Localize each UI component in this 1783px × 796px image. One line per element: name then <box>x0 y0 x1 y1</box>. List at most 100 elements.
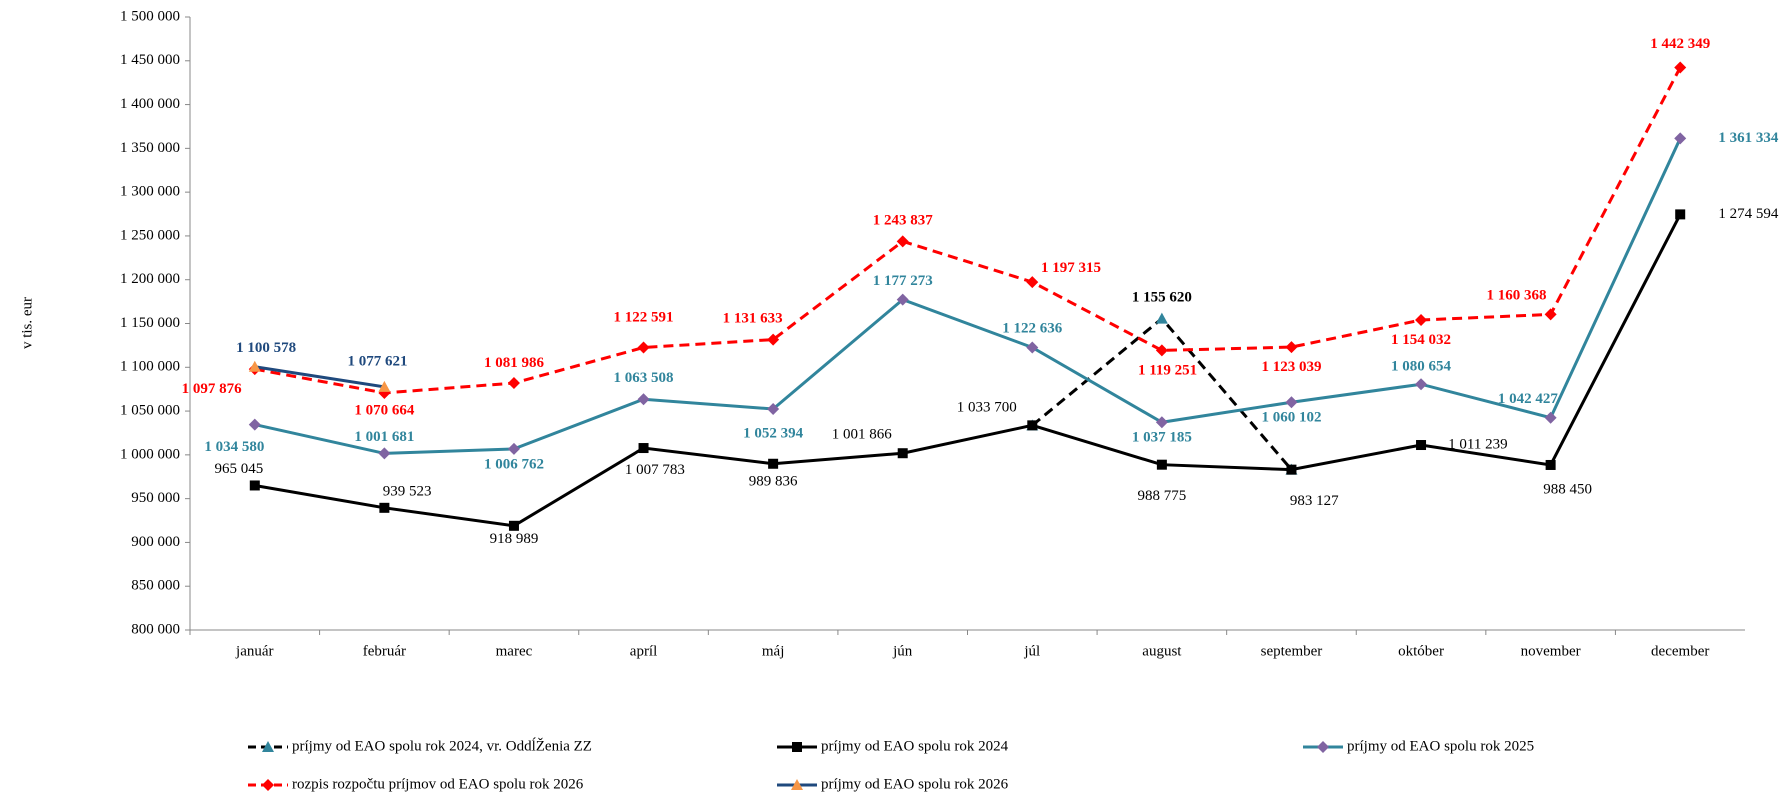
data-point <box>378 380 391 392</box>
data-label: 1 007 783 <box>625 462 685 478</box>
data-label: 1 006 762 <box>484 456 544 472</box>
y-tick-label: 1 400 000 <box>120 96 180 112</box>
data-point <box>897 448 908 459</box>
series-line <box>254 137 1682 455</box>
data-label: 1 274 594 <box>1718 206 1779 222</box>
y-tick-label: 950 000 <box>131 490 180 506</box>
y-tick-label: 1 000 000 <box>120 446 180 462</box>
data-label: 1 154 032 <box>1391 332 1451 348</box>
data-label: 1 011 239 <box>1448 436 1507 452</box>
data-label: 1 122 591 <box>614 309 674 325</box>
data-label: 1 063 508 <box>614 370 674 386</box>
data-label: 1 001 681 <box>354 429 414 445</box>
data-point <box>1415 313 1428 326</box>
y-tick-label: 1 500 000 <box>120 8 180 24</box>
y-tick-label: 1 450 000 <box>120 52 180 68</box>
data-label: 1 097 876 <box>182 381 243 397</box>
data-point <box>1675 209 1686 220</box>
y-tick-label: 1 150 000 <box>120 315 180 331</box>
data-point <box>767 402 780 415</box>
data-label: 1 197 315 <box>1041 260 1101 276</box>
data-label: 1 122 636 <box>1002 321 1063 337</box>
x-tick-label: jún <box>892 643 913 659</box>
y-tick-label: 1 350 000 <box>120 140 180 156</box>
data-label: 988 450 <box>1543 481 1592 497</box>
y-axis-label: v tis. eur <box>19 297 35 349</box>
data-point <box>248 360 261 372</box>
data-point <box>507 442 520 455</box>
data-point <box>379 502 390 513</box>
data-label: 1 442 349 <box>1650 36 1710 52</box>
data-label: 918 989 <box>490 531 539 547</box>
data-point <box>1545 459 1556 470</box>
y-tick-label: 850 000 <box>131 578 180 594</box>
data-label: 1 037 185 <box>1132 430 1192 446</box>
y-tick-label: 900 000 <box>131 534 180 550</box>
x-tick-label: máj <box>762 643 785 659</box>
data-label: 1 033 700 <box>957 400 1017 416</box>
data-point <box>1285 341 1298 354</box>
data-point <box>1674 61 1687 74</box>
data-point <box>1286 464 1297 475</box>
x-tick-label: september <box>1261 643 1323 659</box>
x-tick-label: júl <box>1023 643 1040 659</box>
data-label: 1 243 837 <box>873 212 934 228</box>
legend-marker <box>1317 741 1329 753</box>
x-tick-label: január <box>235 643 273 659</box>
data-label: 1 081 986 <box>484 355 545 371</box>
series-line <box>254 66 1682 395</box>
data-point <box>1285 396 1298 409</box>
x-tick-label: marec <box>496 643 533 659</box>
data-point <box>508 520 519 531</box>
data-label: 1 131 633 <box>723 311 783 327</box>
y-tick-label: 1 250 000 <box>120 227 180 243</box>
series-line <box>254 365 385 389</box>
data-point <box>507 377 520 390</box>
x-tick-label: február <box>363 643 406 659</box>
data-point <box>896 235 909 248</box>
data-label: 965 045 <box>214 461 263 477</box>
data-point <box>378 447 391 460</box>
data-point <box>1156 459 1167 470</box>
data-point <box>1415 378 1428 391</box>
data-label: 1 001 866 <box>832 426 893 442</box>
data-label: 1 070 664 <box>354 403 415 419</box>
data-point <box>1674 132 1687 145</box>
data-point <box>1027 420 1038 431</box>
data-label: 1 155 620 <box>1132 290 1192 306</box>
data-point <box>1416 440 1427 451</box>
data-point <box>249 480 260 491</box>
data-point <box>1544 308 1557 321</box>
y-tick-label: 1 200 000 <box>120 271 180 287</box>
legend-label: rozpis rozpočtu príjmov od EAO spolu rok… <box>292 776 584 792</box>
data-point <box>1155 312 1168 324</box>
data-point <box>1026 341 1039 354</box>
data-point <box>637 393 650 406</box>
legend-marker <box>262 779 274 791</box>
data-label: 1 077 621 <box>348 353 408 369</box>
data-label: 1 160 368 <box>1487 288 1547 304</box>
x-tick-label: november <box>1521 643 1581 659</box>
y-tick-label: 1 050 000 <box>120 403 180 419</box>
legend-label: príjmy od EAO spolu rok 2024 <box>821 738 1009 754</box>
data-label: 1 034 580 <box>204 439 264 455</box>
x-tick-label: august <box>1142 643 1182 659</box>
data-point <box>1026 276 1039 289</box>
legend-label: príjmy od EAO spolu rok 2025 <box>1347 738 1534 754</box>
data-point <box>1155 344 1168 357</box>
data-point <box>1155 416 1168 429</box>
data-label: 989 836 <box>749 473 798 489</box>
data-point <box>637 341 650 354</box>
data-label: 988 775 <box>1138 488 1187 504</box>
data-label: 1 100 578 <box>236 340 296 356</box>
data-label: 1 060 102 <box>1261 410 1321 426</box>
legend-marker <box>262 741 274 752</box>
series-line <box>1031 316 1293 471</box>
data-label: 1 080 654 <box>1391 359 1452 375</box>
data-point <box>768 458 779 469</box>
x-tick-label: október <box>1398 643 1444 659</box>
data-label: 1 119 251 <box>1138 362 1197 378</box>
y-tick-label: 800 000 <box>131 621 180 637</box>
x-tick-label: december <box>1651 643 1709 659</box>
